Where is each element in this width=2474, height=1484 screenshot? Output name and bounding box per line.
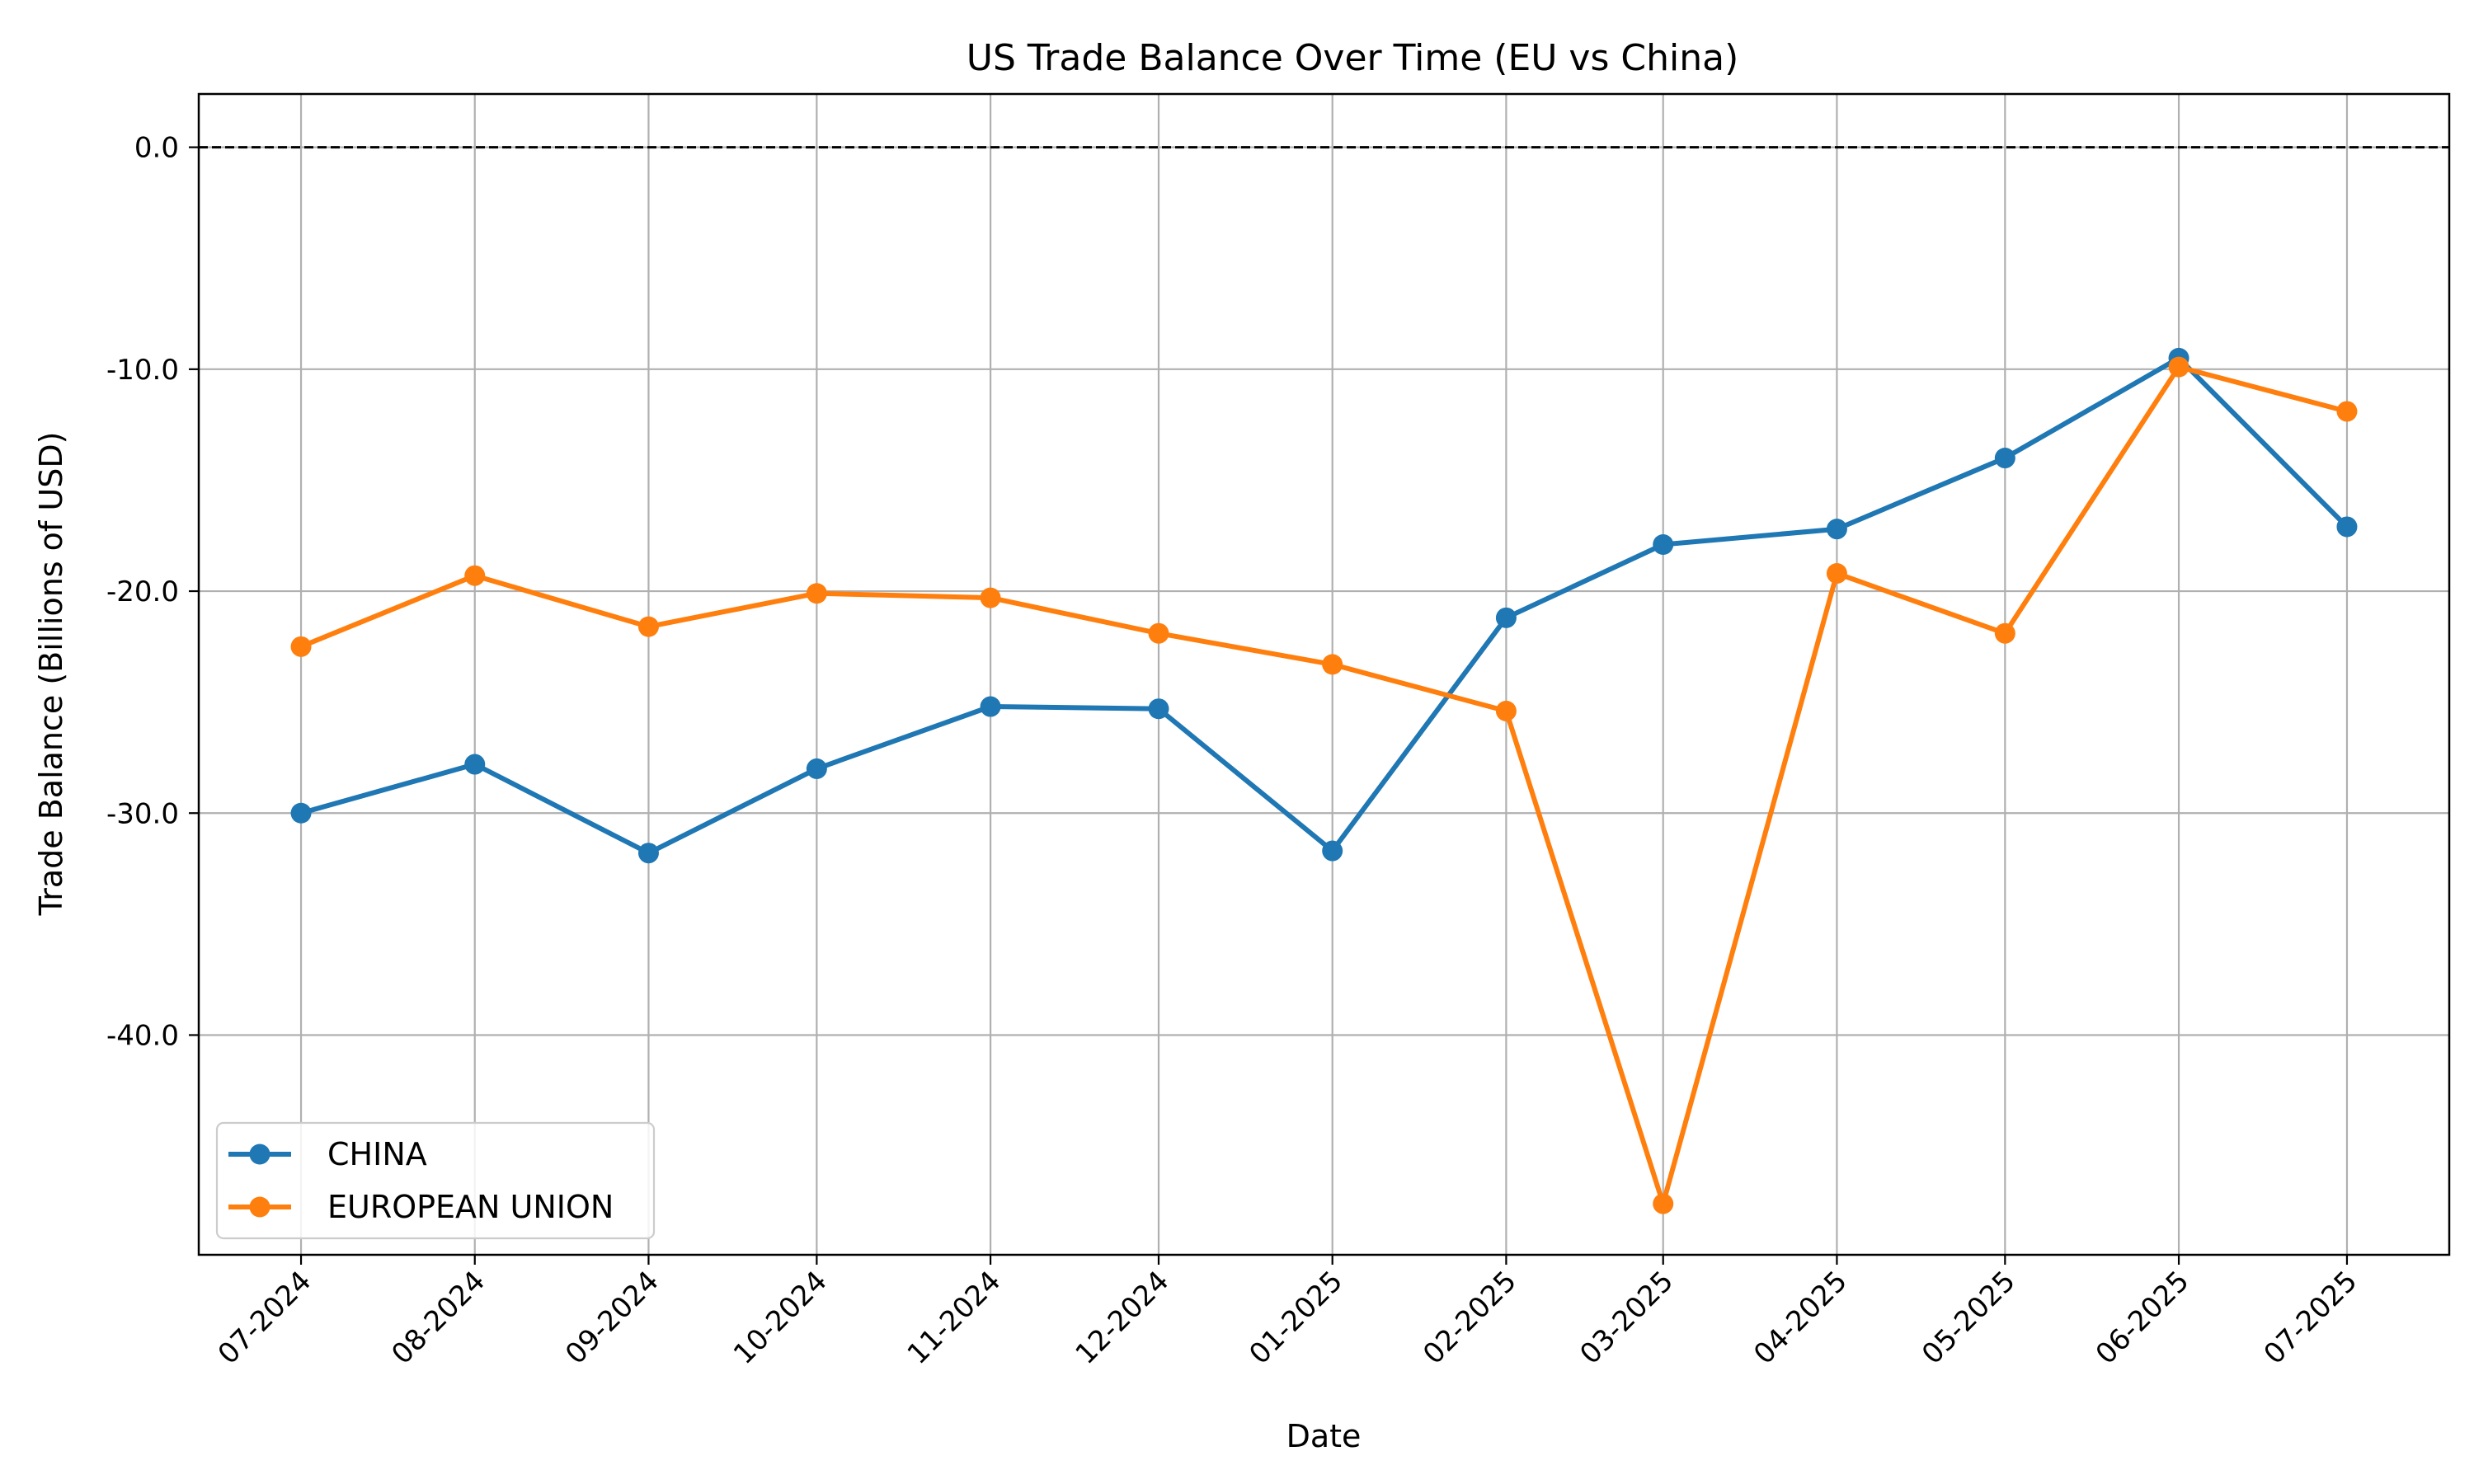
data-point bbox=[980, 587, 1001, 608]
data-point bbox=[1322, 654, 1343, 675]
data-point bbox=[637, 843, 659, 864]
data-point bbox=[1148, 622, 1169, 644]
data-point bbox=[290, 636, 312, 657]
data-point bbox=[2336, 401, 2358, 422]
legend: CHINA EUROPEAN UNION bbox=[215, 1121, 656, 1240]
y-tick-label: -40.0 bbox=[106, 1019, 179, 1052]
data-point bbox=[1148, 698, 1169, 720]
data-point bbox=[1826, 563, 1847, 585]
data-point bbox=[1653, 534, 1674, 556]
legend-box bbox=[215, 1121, 656, 1240]
y-tick-label: -20.0 bbox=[106, 575, 179, 608]
legend-label: CHINA bbox=[327, 1136, 427, 1172]
y-tick-label: -10.0 bbox=[106, 354, 179, 387]
data-point bbox=[1994, 622, 2015, 644]
legend-label: EUROPEAN UNION bbox=[327, 1189, 614, 1225]
data-point bbox=[1826, 519, 1847, 540]
legend-swatch-marker bbox=[249, 1196, 270, 1218]
data-point bbox=[637, 616, 659, 637]
data-point bbox=[806, 583, 827, 604]
data-point bbox=[1994, 448, 2015, 469]
series-layer bbox=[290, 347, 2358, 1214]
chart-title: US Trade Balance Over Time (EU vs China) bbox=[967, 37, 1738, 79]
y-tick-label: 0.0 bbox=[134, 132, 179, 165]
y-axis-ticks: 0.0 -10.0 -20.0 -30.0 -40.0 bbox=[106, 132, 199, 1052]
data-point bbox=[1495, 700, 1517, 721]
data-point bbox=[464, 565, 486, 586]
series-european-union bbox=[290, 356, 2358, 1214]
data-point bbox=[1495, 607, 1517, 628]
data-point bbox=[1653, 1193, 1674, 1214]
x-axis-label: Date bbox=[1286, 1418, 1362, 1454]
data-point bbox=[980, 696, 1001, 717]
legend-swatch-marker bbox=[249, 1144, 270, 1165]
y-tick-label: -30.0 bbox=[106, 797, 179, 830]
plot-frame bbox=[197, 92, 2451, 1256]
data-point bbox=[464, 754, 486, 775]
data-point bbox=[806, 758, 827, 779]
data-point bbox=[2168, 356, 2189, 378]
series-china bbox=[290, 347, 2358, 864]
data-point bbox=[2336, 516, 2358, 538]
y-axis-label: Trade Balance (Billions of USD) bbox=[33, 432, 69, 917]
data-point bbox=[1322, 840, 1343, 862]
data-point bbox=[290, 802, 312, 824]
